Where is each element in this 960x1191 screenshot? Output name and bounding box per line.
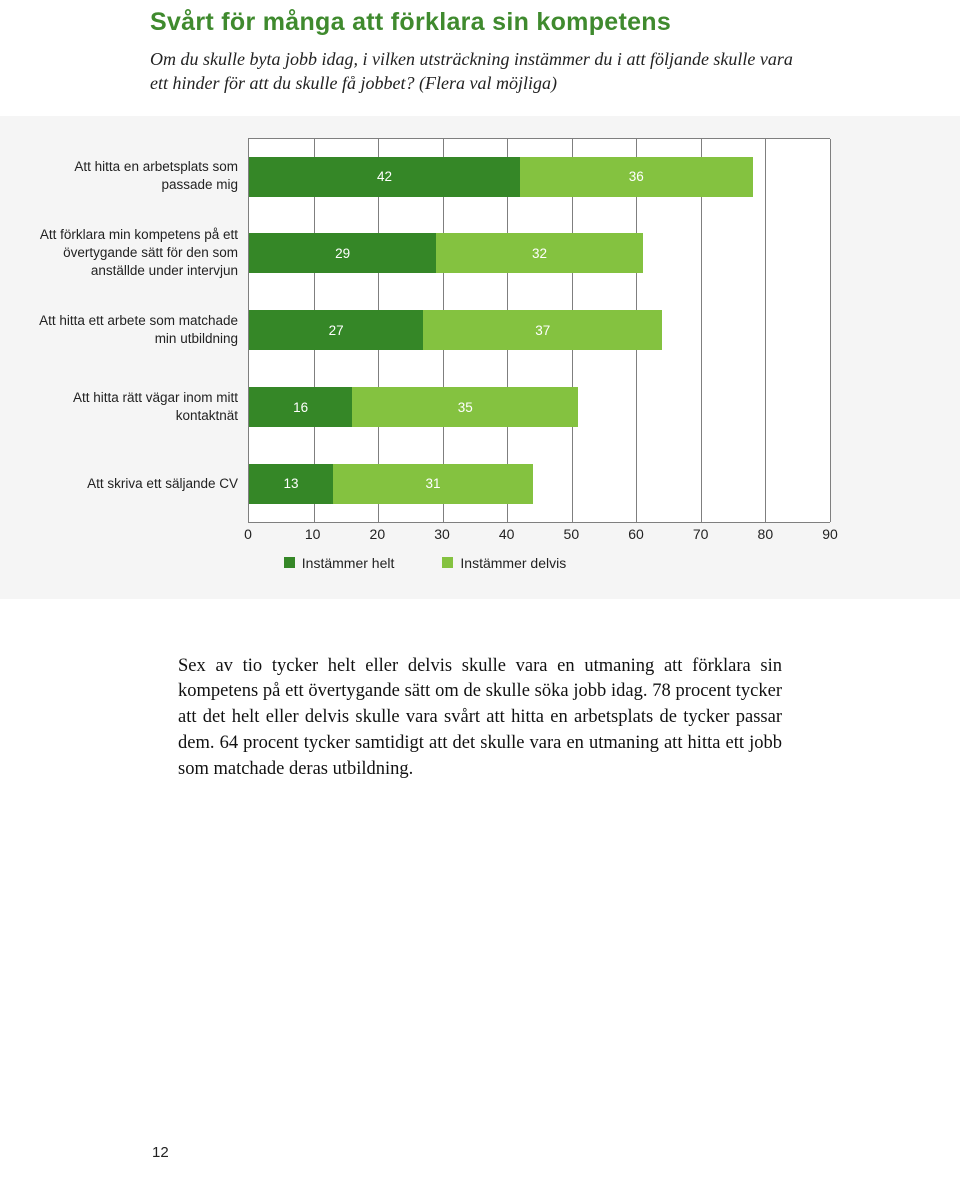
plot-area: 4236 xyxy=(248,138,830,215)
page-number: 12 xyxy=(152,1144,169,1161)
gridline xyxy=(572,446,573,522)
gridline xyxy=(830,215,831,292)
gridline xyxy=(830,446,831,522)
gridline xyxy=(701,215,702,292)
gridline xyxy=(701,292,702,369)
gridline xyxy=(765,215,766,292)
legend-label: Instämmer delvis xyxy=(460,555,566,571)
bar-segment-delvis: 37 xyxy=(423,310,662,350)
legend-item-helt: Instämmer helt xyxy=(284,555,395,571)
category-label: Att hitta en arbetsplats som passade mig xyxy=(20,158,248,194)
gridline xyxy=(830,139,831,215)
x-tick-label: 20 xyxy=(370,526,386,542)
header-block: Svårt för många att förklara sin kompete… xyxy=(150,8,810,96)
axis-spacer xyxy=(20,523,248,543)
gridline xyxy=(701,446,702,522)
bar-segment-helt: 42 xyxy=(249,157,520,197)
plot-area: 1635 xyxy=(248,369,830,446)
page: Svårt för många att förklara sin kompete… xyxy=(0,0,960,1191)
gridline xyxy=(765,369,766,446)
bar-segment-delvis: 31 xyxy=(333,464,533,504)
category-label: Att hitta rätt vägar inom mitt kontaktnä… xyxy=(20,389,248,425)
chart-band: Att hitta en arbetsplats som passade mig… xyxy=(0,116,960,599)
body-paragraph: Sex av tio tycker helt eller delvis skul… xyxy=(178,654,782,783)
legend-swatch xyxy=(442,557,453,568)
bar-segment-helt: 29 xyxy=(249,233,436,273)
x-tick-label: 0 xyxy=(244,526,252,542)
chart-intro: Om du skulle byta jobb idag, i vilken ut… xyxy=(150,47,810,96)
chart-row: Att förklara min kompetens på ett överty… xyxy=(20,215,830,292)
x-tick-label: 80 xyxy=(758,526,774,542)
bar-segment-helt: 27 xyxy=(249,310,423,350)
x-tick-label: 50 xyxy=(564,526,580,542)
chart-row: Att skriva ett säljande CV1331 xyxy=(20,446,830,523)
legend: Instämmer helt Instämmer delvis xyxy=(20,555,830,571)
gridline xyxy=(701,369,702,446)
x-tick-label: 30 xyxy=(434,526,450,542)
plot-area: 1331 xyxy=(248,446,830,523)
x-tick-label: 40 xyxy=(499,526,515,542)
legend-label: Instämmer helt xyxy=(302,555,395,571)
bar-stack: 1331 xyxy=(249,464,533,504)
legend-swatch xyxy=(284,557,295,568)
x-tick-label: 60 xyxy=(628,526,644,542)
bar-segment-delvis: 36 xyxy=(520,157,752,197)
chart-row: Att hitta en arbetsplats som passade mig… xyxy=(20,138,830,215)
category-label: Att hitta ett arbete som matchade min ut… xyxy=(20,312,248,348)
plot-area: 2737 xyxy=(248,292,830,369)
x-tick-label: 90 xyxy=(822,526,838,542)
bar-stack: 4236 xyxy=(249,157,753,197)
x-tick-label: 70 xyxy=(693,526,709,542)
x-axis: 0102030405060708090 xyxy=(20,523,830,543)
category-label: Att förklara min kompetens på ett överty… xyxy=(20,226,248,281)
gridline xyxy=(830,369,831,446)
bar-stack: 2932 xyxy=(249,233,643,273)
bar-segment-delvis: 35 xyxy=(352,387,578,427)
bar-stack: 1635 xyxy=(249,387,578,427)
plot-area: 2932 xyxy=(248,215,830,292)
gridline xyxy=(765,292,766,369)
legend-item-delvis: Instämmer delvis xyxy=(442,555,566,571)
chart: Att hitta en arbetsplats som passade mig… xyxy=(20,138,830,571)
gridline xyxy=(765,139,766,215)
gridline xyxy=(636,369,637,446)
bar-segment-delvis: 32 xyxy=(436,233,643,273)
gridline xyxy=(765,446,766,522)
chart-row: Att hitta ett arbete som matchade min ut… xyxy=(20,292,830,369)
axis-tick-area: 0102030405060708090 xyxy=(248,523,830,543)
gridline xyxy=(830,292,831,369)
chart-rows: Att hitta en arbetsplats som passade mig… xyxy=(20,138,830,523)
chart-row: Att hitta rätt vägar inom mitt kontaktnä… xyxy=(20,369,830,446)
page-title: Svårt för många att förklara sin kompete… xyxy=(150,8,810,37)
x-tick-label: 10 xyxy=(305,526,321,542)
category-label: Att skriva ett säljande CV xyxy=(20,475,248,493)
bar-segment-helt: 13 xyxy=(249,464,333,504)
gridline xyxy=(636,446,637,522)
bar-segment-helt: 16 xyxy=(249,387,352,427)
bar-stack: 2737 xyxy=(249,310,662,350)
